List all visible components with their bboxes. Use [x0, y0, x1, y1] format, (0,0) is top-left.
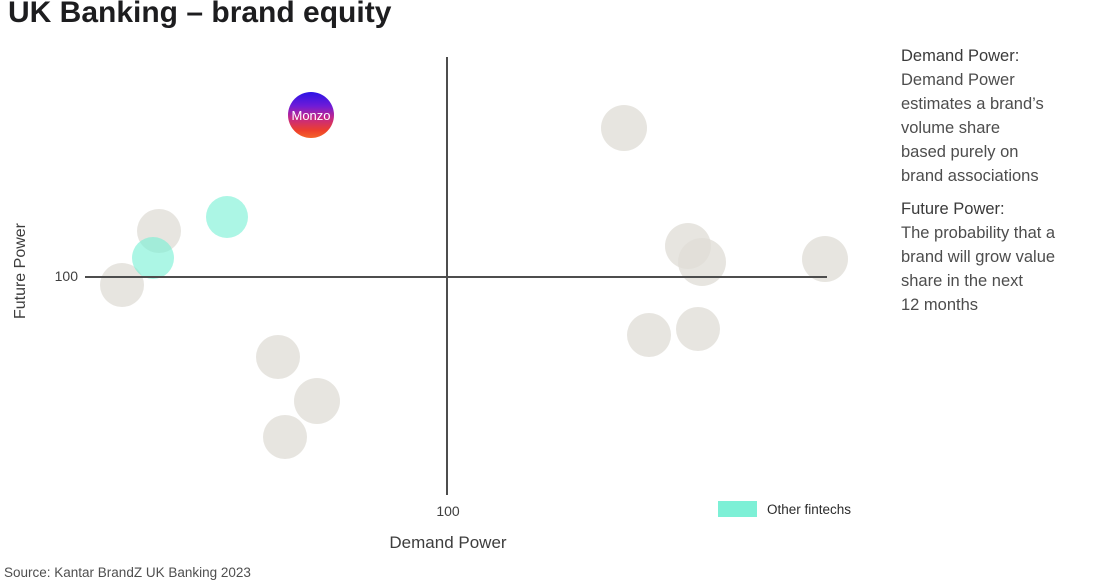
source-attribution: Source: Kantar BrandZ UK Banking 2023 [4, 565, 251, 580]
bubble-bank [294, 378, 340, 424]
x-axis-line [85, 276, 827, 278]
bubble-bank [676, 307, 720, 351]
bubble-bank [627, 313, 671, 357]
bubble-label: Monzo [291, 107, 331, 123]
bubble-bank [802, 236, 848, 282]
bubble-bank [256, 335, 300, 379]
y-axis-tick-label: 100 [54, 268, 78, 284]
definition-heading: Demand Power: [901, 47, 1020, 65]
definitions-panel: Demand Power: Demand Power estimates a b… [901, 44, 1099, 326]
x-axis-title: Demand Power [389, 533, 507, 552]
demand-power-definition: Demand Power: Demand Power estimates a b… [901, 44, 1099, 188]
bubble-bank [601, 105, 647, 151]
y-axis-title: Future Power [12, 222, 29, 320]
chart-title: UK Banking – brand equity [8, 0, 392, 29]
legend-label: Other fintechs [767, 501, 852, 517]
definition-body: The probability that a brand will grow v… [901, 224, 1056, 314]
x-axis-tick-label: 100 [436, 503, 460, 519]
bubble-monzo: Monzo [288, 92, 334, 138]
definition-heading: Future Power: [901, 200, 1005, 218]
bubble-fintech [206, 196, 248, 238]
definition-body: Demand Power estimates a brand’s volume … [901, 71, 1044, 185]
future-power-definition: Future Power: The probability that a bra… [901, 197, 1099, 317]
legend: Other fintechs [718, 501, 851, 517]
legend-swatch-other-fintechs [718, 501, 757, 517]
bubble-bank [678, 238, 726, 286]
bubble-bank [263, 415, 307, 459]
bubble-fintech [132, 237, 174, 279]
